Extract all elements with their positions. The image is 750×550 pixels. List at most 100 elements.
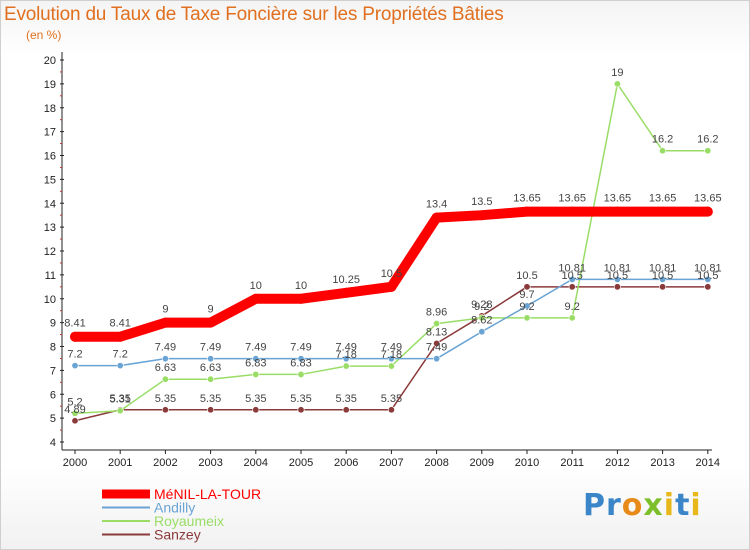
y-tick-label: 20 [44, 55, 56, 67]
data-label: 7.49 [426, 342, 447, 354]
data-point [116, 407, 124, 415]
y-tick-label: 14 [44, 198, 56, 210]
data-label: 8.96 [426, 307, 447, 319]
x-tick-label: 2004 [244, 457, 268, 469]
data-point [613, 80, 621, 88]
y-tick-label: 4 [50, 437, 56, 449]
y-tick-label: 5 [50, 413, 56, 425]
data-label: 5.2 [67, 396, 82, 408]
data-label: 5.35 [335, 393, 356, 405]
data-point [522, 206, 532, 217]
data-point [71, 417, 79, 425]
data-point [433, 320, 441, 328]
x-tick-label: 2012 [605, 457, 629, 469]
x-tick-label: 2008 [424, 457, 448, 469]
data-label: 7.2 [67, 349, 82, 361]
data-point [115, 331, 126, 342]
data-point [478, 314, 486, 322]
data-point [613, 275, 621, 283]
data-label: 5.35 [155, 393, 176, 405]
data-label: 7.18 [381, 349, 402, 361]
data-label: 16.2 [652, 134, 673, 146]
data-point [568, 314, 576, 322]
data-point [297, 355, 305, 363]
data-point [567, 206, 578, 217]
data-label: 6.63 [155, 362, 176, 374]
data-label: 10.5 [381, 268, 402, 280]
data-label: 13.65 [513, 193, 541, 205]
data-label: 5.35 [290, 393, 311, 405]
chart-subtitle: (en %) [26, 28, 62, 42]
data-label: 7.2 [113, 349, 128, 361]
data-point [252, 406, 260, 414]
data-point [296, 293, 306, 304]
data-label: 13.65 [604, 193, 632, 205]
data-label: 13.65 [694, 193, 722, 205]
data-point [568, 275, 576, 283]
data-label: 9.28 [471, 299, 492, 311]
logo-letter: o [621, 488, 644, 523]
data-point [341, 287, 352, 298]
data-label: 5.35 [245, 393, 266, 405]
x-tick-label: 2010 [515, 457, 539, 469]
data-label: 4.89 [64, 404, 85, 416]
data-point [205, 317, 216, 328]
proxiti-logo: Proxiti [583, 488, 702, 523]
data-point [704, 147, 712, 155]
data-label: 10.81 [558, 262, 586, 274]
data-label: 9.2 [519, 301, 534, 313]
data-label: 10.5 [652, 270, 673, 282]
x-tick-label: 2006 [334, 457, 358, 469]
data-label: 10.5 [607, 270, 628, 282]
y-tick-label: 18 [44, 103, 56, 115]
logo-letter: P [583, 488, 606, 523]
data-point [659, 147, 667, 155]
legend-label: Sanzey [154, 527, 201, 543]
data-point [433, 339, 441, 347]
data-label: 7.49 [200, 342, 221, 354]
x-tick-label: 2009 [470, 457, 494, 469]
data-point [70, 331, 80, 342]
y-tick-label: 8 [50, 342, 56, 354]
y-tick-label: 10 [44, 294, 56, 306]
y-tick-label: 7 [50, 365, 56, 377]
data-label: 10.25 [332, 274, 360, 286]
data-point [387, 355, 395, 363]
x-tick-label: 2000 [63, 457, 87, 469]
data-point [387, 406, 395, 414]
legend-label: Royaumeix [154, 513, 224, 529]
data-point [657, 206, 668, 217]
data-label: 5.35 [381, 393, 402, 405]
data-label: 8.62 [471, 315, 492, 327]
data-point [161, 406, 169, 414]
data-point [342, 362, 350, 370]
data-point [342, 406, 350, 414]
y-tick-label: 17 [44, 127, 56, 139]
data-point [387, 362, 395, 370]
data-point [613, 283, 621, 291]
data-label: 10.81 [604, 262, 632, 274]
data-label: 8.41 [64, 318, 85, 330]
data-label: 13.5 [471, 196, 492, 208]
data-label: 9.2 [474, 301, 489, 313]
legend-label: Andilly [154, 500, 195, 516]
data-point [207, 355, 215, 363]
data-point [71, 409, 79, 417]
legend-label: MéNIL-LA-TOUR [154, 486, 261, 502]
data-label: 9 [162, 304, 168, 316]
data-point [161, 375, 169, 383]
data-point [702, 206, 713, 217]
data-label: 8.13 [426, 326, 447, 338]
data-label: 7.49 [290, 342, 311, 354]
data-label: 9.7 [519, 289, 534, 301]
logo-letter: i [690, 488, 702, 523]
y-tick-label: 15 [44, 174, 56, 186]
data-point [659, 275, 667, 283]
x-tick-label: 2002 [153, 457, 177, 469]
data-label: 10 [295, 280, 307, 292]
data-point [252, 370, 260, 378]
x-tick-label: 2014 [696, 457, 720, 469]
data-label: 8.41 [109, 318, 130, 330]
